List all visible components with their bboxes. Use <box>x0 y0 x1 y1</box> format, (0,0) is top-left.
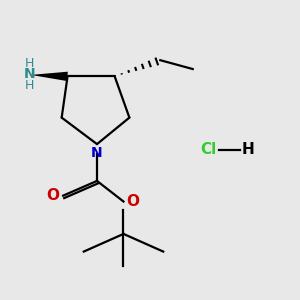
Text: N: N <box>91 146 103 160</box>
Polygon shape <box>31 72 68 81</box>
Text: O: O <box>46 188 60 203</box>
Text: Cl: Cl <box>200 142 216 158</box>
Text: H: H <box>25 79 34 92</box>
Text: H: H <box>25 57 34 70</box>
Text: O: O <box>126 194 139 209</box>
Text: H: H <box>241 142 254 158</box>
Text: N: N <box>23 67 35 81</box>
